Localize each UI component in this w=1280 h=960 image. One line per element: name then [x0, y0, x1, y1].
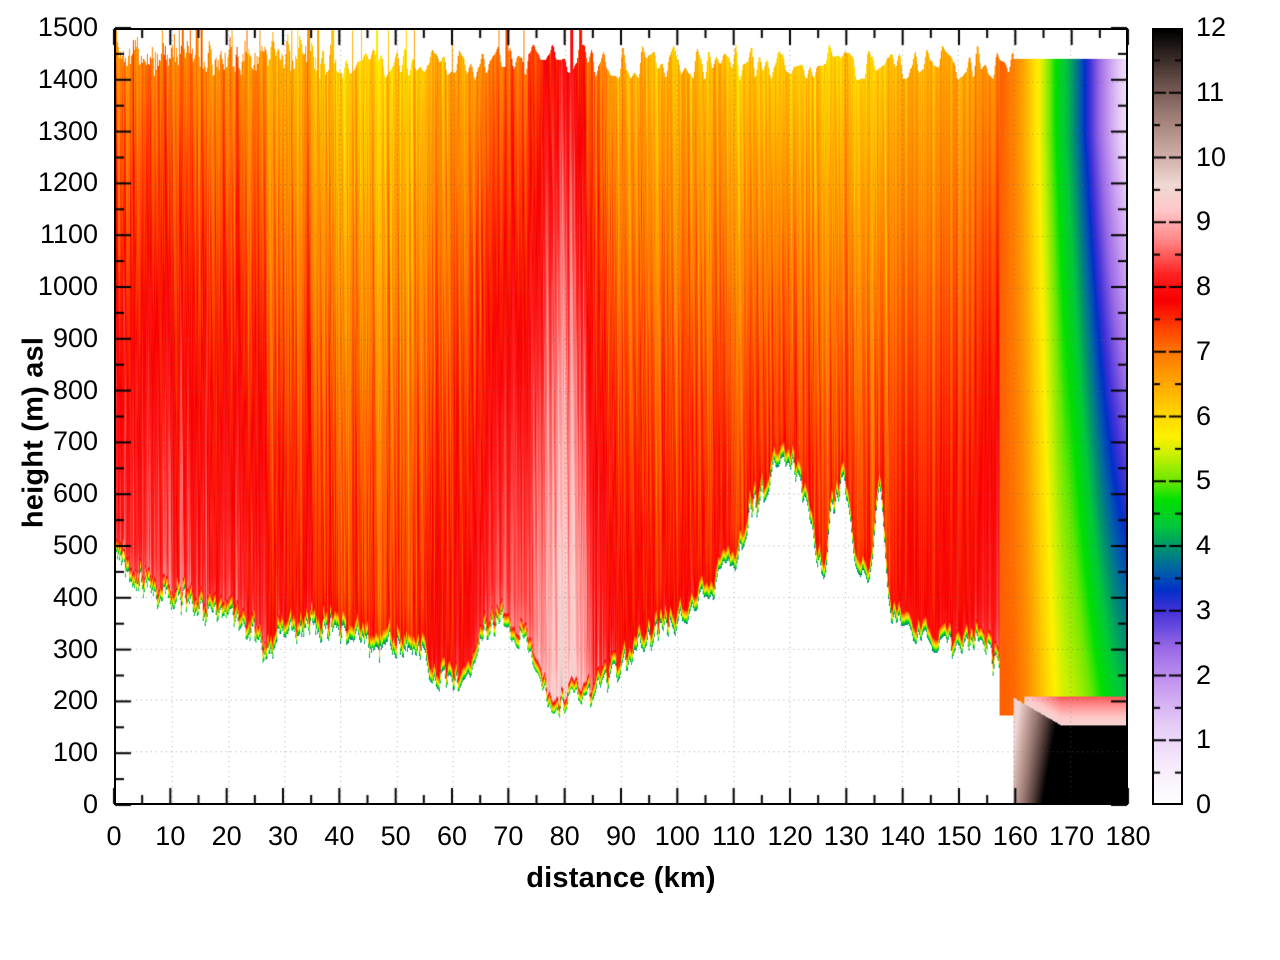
x-tick-label: 100: [654, 821, 700, 851]
y-tick-label: 800: [52, 374, 98, 405]
y-axis-title: height (m) asl: [17, 336, 50, 529]
x-tick-label: 70: [493, 821, 524, 851]
colorbar-tick-label: 3: [1196, 594, 1212, 625]
y-tick-label: 1200: [37, 167, 98, 198]
y-tick-label: 900: [52, 322, 98, 353]
colorbar-tick-label: 1: [1196, 724, 1212, 755]
colorbar-tick-label: 9: [1196, 206, 1212, 237]
colorbar-tick-label: 8: [1196, 271, 1212, 301]
y-tick-label: 300: [52, 633, 98, 664]
y-tick-label: 400: [52, 581, 98, 612]
x-tick-label: 10: [155, 821, 186, 851]
y-tick-label: 200: [52, 685, 98, 716]
x-tick-label: 50: [380, 821, 411, 851]
y-tick-label: 500: [52, 530, 98, 560]
colorbar-tick-label: 12: [1196, 12, 1227, 42]
x-tick-label: 180: [1105, 821, 1151, 851]
colorbar-tick-label: 2: [1196, 659, 1212, 690]
y-tick-label: 0: [82, 789, 98, 819]
colorbar-tick-label: 10: [1196, 141, 1227, 172]
y-tick-label: 1300: [37, 115, 98, 146]
x-tick-label: 140: [880, 821, 926, 851]
colorbar-tick-label: 5: [1196, 465, 1212, 496]
colorbar-tick-label: 11: [1196, 76, 1225, 107]
colorbar-tick-label: 7: [1196, 335, 1212, 366]
x-tick-label: 130: [823, 821, 869, 851]
x-tick-label: 80: [549, 821, 580, 851]
y-tick-label: 600: [52, 478, 98, 509]
y-tick-label: 1500: [37, 12, 98, 42]
x-tick-label: 90: [605, 821, 637, 851]
y-tick-label: 1100: [39, 219, 98, 250]
colorbar-gradient: [1154, 30, 1181, 803]
x-tick-label: 170: [1049, 821, 1095, 851]
x-tick-label: 150: [936, 821, 982, 851]
colorbar-tick-label: 0: [1196, 789, 1212, 819]
x-tick-label: 0: [106, 821, 122, 851]
x-tick-label: 20: [211, 821, 242, 851]
x-tick-label: 40: [324, 821, 355, 851]
colorbar-tick-label: 4: [1196, 530, 1212, 560]
x-tick-label: 120: [767, 821, 813, 851]
x-axis-title: distance (km): [526, 862, 716, 894]
x-tick-label: 110: [712, 821, 756, 851]
y-tick-label: 100: [52, 737, 98, 768]
colorbar-tick-label: 6: [1196, 400, 1212, 431]
x-tick-label: 60: [436, 821, 468, 851]
x-tick-label: 30: [267, 821, 299, 851]
x-tick-label: 160: [992, 821, 1038, 851]
y-tick-label: 700: [52, 426, 98, 457]
y-tick-label: 1400: [37, 63, 98, 94]
y-tick-label: 1000: [37, 271, 98, 301]
colorbar: [1152, 28, 1183, 805]
